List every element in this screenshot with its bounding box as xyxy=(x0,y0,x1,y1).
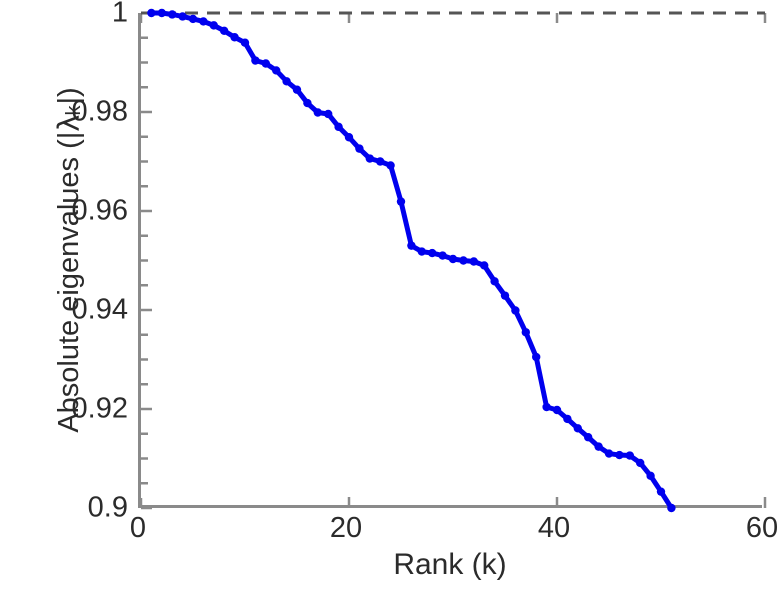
y-tick-label: 0.92 xyxy=(71,392,128,425)
data-point xyxy=(594,442,603,451)
data-point xyxy=(355,144,364,153)
data-point xyxy=(303,98,312,108)
data-point xyxy=(386,161,395,170)
data-point xyxy=(469,257,478,266)
y-axis-title: Absolute eigenvalues (| λ k |) xyxy=(46,0,92,520)
data-point xyxy=(636,458,645,468)
data-point xyxy=(324,109,333,119)
data-point xyxy=(251,56,260,65)
x-tick-label: 20 xyxy=(329,512,363,544)
data-point xyxy=(532,352,541,362)
data-point xyxy=(209,21,218,30)
data-point xyxy=(511,306,520,315)
data-point xyxy=(220,26,229,36)
data-point xyxy=(448,254,458,264)
data-point xyxy=(521,328,530,337)
data-point xyxy=(573,424,582,433)
data-point xyxy=(334,122,343,132)
data-point xyxy=(344,133,354,142)
data-point xyxy=(178,12,187,21)
y-tick-label: 0.96 xyxy=(71,194,128,227)
eigenvalue-series-line xyxy=(148,10,674,511)
data-point xyxy=(240,38,250,47)
data-point xyxy=(168,10,177,19)
data-point xyxy=(563,414,572,424)
data-point xyxy=(376,157,385,166)
axis-ticks xyxy=(139,11,767,510)
data-point xyxy=(438,251,447,260)
data-point xyxy=(615,450,624,460)
plot-area xyxy=(138,8,767,513)
data-point xyxy=(500,291,510,300)
data-point xyxy=(417,247,426,256)
data-point xyxy=(157,8,166,18)
data-point xyxy=(490,277,499,286)
x-axis-title: Rank (k) xyxy=(393,548,507,581)
y-tick-label: 0.98 xyxy=(71,95,128,128)
data-point xyxy=(407,241,416,250)
data-point xyxy=(459,256,468,265)
data-point xyxy=(604,449,614,458)
data-point xyxy=(261,59,270,68)
data-point xyxy=(147,8,156,18)
data-point xyxy=(292,85,302,94)
y-axis-title-main: Absolute eigenvalues (| xyxy=(52,131,85,433)
data-point xyxy=(188,14,198,24)
data-point xyxy=(584,433,593,442)
data-point xyxy=(272,66,281,75)
data-point xyxy=(365,154,374,163)
y-tick-label: 1 xyxy=(111,0,128,29)
data-point xyxy=(282,77,291,86)
x-tick-label: 0 xyxy=(129,512,147,544)
data-point xyxy=(625,451,634,460)
data-point xyxy=(552,405,562,415)
data-point xyxy=(428,248,437,258)
data-point xyxy=(667,503,676,513)
data-point xyxy=(199,17,208,26)
y-tick-label: 0.94 xyxy=(71,293,128,326)
data-point xyxy=(656,487,666,496)
data-point xyxy=(480,261,489,270)
eigenvalue-series-markers xyxy=(147,8,676,513)
plot-canvas xyxy=(139,8,767,513)
data-point xyxy=(646,471,655,481)
data-point xyxy=(313,108,322,117)
x-tick-label: 60 xyxy=(745,512,779,544)
y-tick-label: 0.9 xyxy=(87,491,128,524)
data-point xyxy=(230,33,239,42)
x-tick-label: 40 xyxy=(537,512,571,544)
data-point xyxy=(396,197,406,206)
data-point xyxy=(542,402,551,412)
